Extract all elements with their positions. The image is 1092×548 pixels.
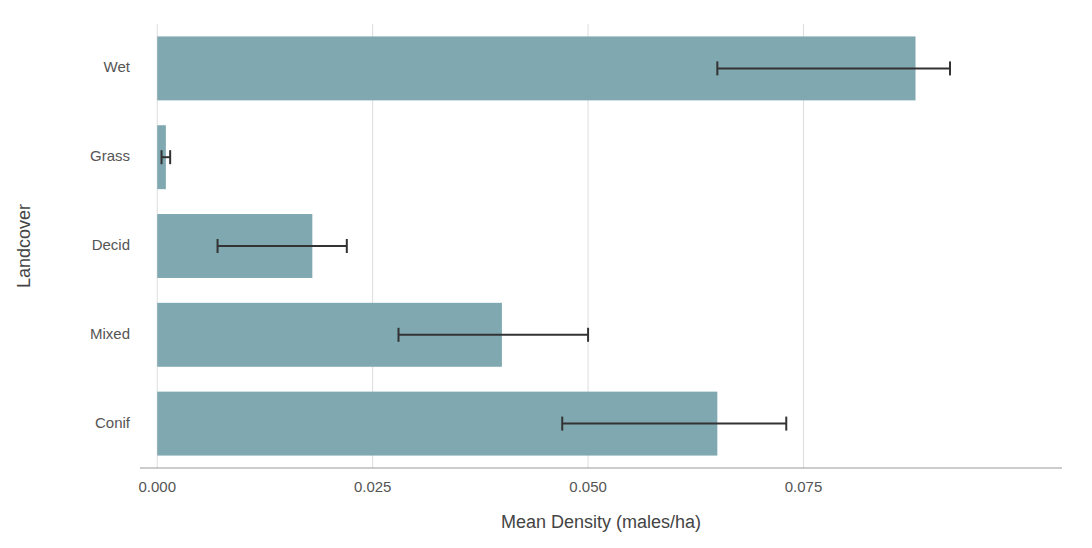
y-ticks: Wet Grass Decid Mixed Conif <box>90 58 131 430</box>
chart-svg: 0.000 0.025 0.050 0.075 Wet Grass Decid Mixed Co… <box>0 0 1092 548</box>
chart-container: 0.000 0.025 0.050 0.075 Wet Grass Decid Mixed Co… <box>0 0 1092 548</box>
error-bar-part <box>399 334 589 336</box>
x-tick-label: 0.075 <box>785 478 823 495</box>
x-tick-label: 0.050 <box>569 478 607 495</box>
y-tick-label: Mixed <box>90 325 130 342</box>
x-axis-title: Mean Density (males/ha) <box>501 512 701 532</box>
error-bar-part <box>562 423 786 425</box>
y-tick-label: Grass <box>90 147 130 164</box>
error-bar-part <box>161 150 163 164</box>
error-bar <box>162 150 171 164</box>
error-bar <box>717 61 950 75</box>
error-bar <box>218 239 347 253</box>
error-bar-part <box>716 61 718 75</box>
error-bar-part <box>217 239 219 253</box>
error-bar <box>562 417 786 431</box>
y-axis-title: Landcover <box>14 204 34 288</box>
x-tick-label: 0.025 <box>354 478 392 495</box>
error-bar-part <box>949 61 951 75</box>
error-bar-part <box>398 328 400 342</box>
error-bar-part <box>561 417 563 431</box>
error-bar-part <box>785 417 787 431</box>
error-bar-part <box>587 328 589 342</box>
error-bar-part <box>162 156 171 158</box>
error-bar-part <box>169 150 171 164</box>
error-bar-part <box>346 239 348 253</box>
y-tick-label: Decid <box>92 236 130 253</box>
x-tick-label: 0.000 <box>138 478 176 495</box>
x-ticks: 0.000 0.025 0.050 0.075 <box>138 478 822 495</box>
x-axis-line <box>140 468 1062 469</box>
error-bar-part <box>218 245 347 247</box>
y-tick-label: Wet <box>104 58 131 75</box>
y-tick-label: Conif <box>95 414 131 431</box>
marks <box>157 36 950 455</box>
error-bar-part <box>717 67 950 69</box>
error-bar <box>399 328 589 342</box>
